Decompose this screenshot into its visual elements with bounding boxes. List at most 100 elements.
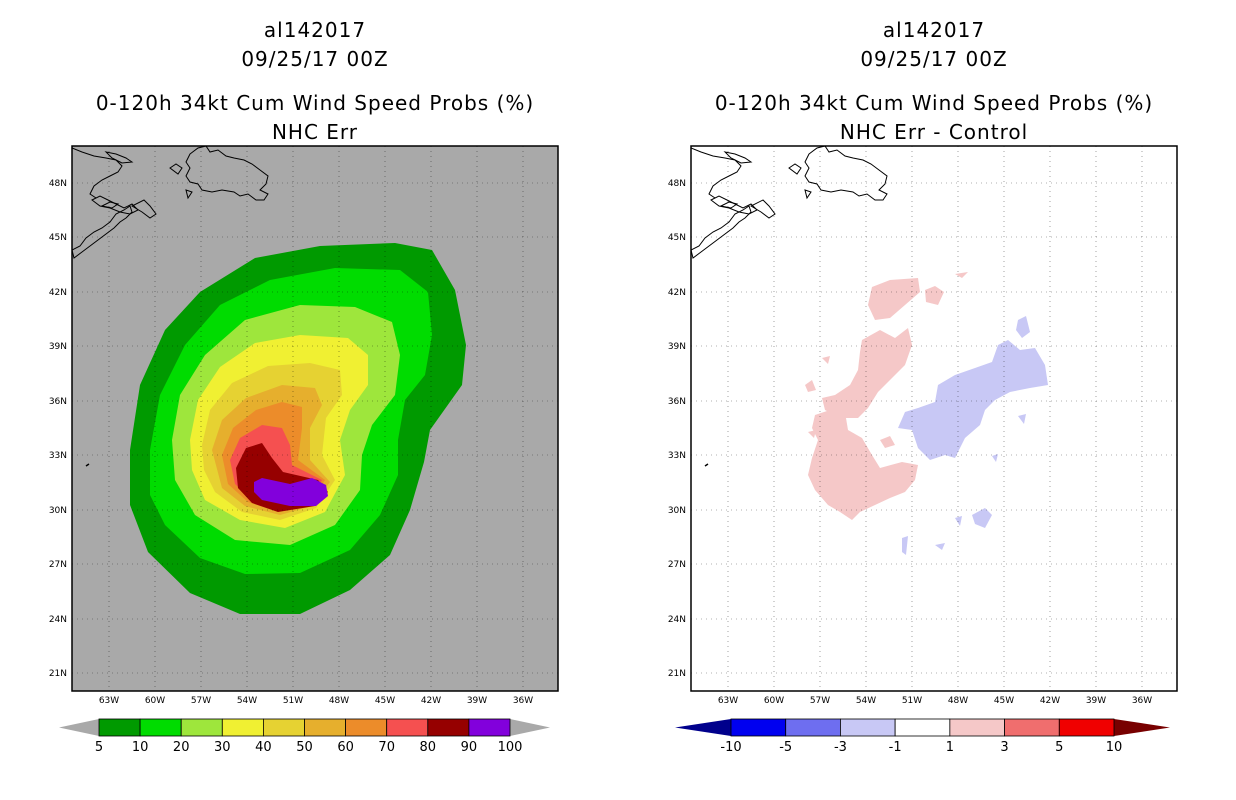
right-colorbar-label: 1 (946, 740, 954, 755)
left-colorbar-label: 5 (95, 740, 103, 755)
lat-label: 30N (49, 506, 67, 516)
lat-label: 42N (668, 288, 686, 298)
left-colorbar-label: 80 (420, 740, 437, 755)
left-colorbar-label: 10 (132, 740, 149, 755)
left-datetime: 09/25/17 00Z (241, 47, 389, 71)
right-colorbar-high-arrow (1114, 719, 1170, 736)
lon-label: 36W (1132, 696, 1152, 706)
right-colorbar-swatch (840, 718, 896, 737)
positive-diff-area (808, 410, 918, 520)
right-colorbar: -10 -5 -3 -1 1 3 5 10 (675, 718, 1170, 755)
lat-label: 24N (49, 615, 67, 625)
negative-diff-area (992, 454, 998, 462)
left-colorbar-label: 20 (173, 740, 190, 755)
right-product-title: 0-120h 34kt Cum Wind Speed Probs (%) (714, 91, 1154, 115)
right-colorbar-label: -10 (720, 740, 741, 755)
positive-diff-area (822, 328, 912, 418)
lon-label: 39W (467, 696, 487, 706)
right-difference-contours (805, 272, 1048, 555)
right-storm-id: al142017 (882, 18, 986, 42)
left-colorbar: 5 10 20 30 40 50 60 70 80 90 100 (59, 718, 550, 755)
lon-label: 42W (421, 696, 441, 706)
lat-label: 48N (668, 179, 686, 189)
right-colorbar-label: 10 (1106, 740, 1123, 755)
lat-label: 45N (668, 233, 686, 243)
lat-label: 21N (668, 669, 686, 679)
left-product-title: 0-120h 34kt Cum Wind Speed Probs (%) (95, 91, 535, 115)
right-colorbar-swatch (785, 718, 841, 737)
right-grid (691, 146, 1177, 691)
lon-label: 63W (99, 696, 119, 706)
negative-diff-area (898, 340, 1048, 460)
lon-label: 48W (948, 696, 968, 706)
right-datetime: 09/25/17 00Z (860, 47, 1008, 71)
left-colorbar-swatch (345, 718, 388, 737)
lat-label: 30N (668, 506, 686, 516)
lon-label: 39W (1086, 696, 1106, 706)
positive-diff-area (805, 380, 816, 392)
lat-label: 33N (668, 451, 686, 461)
right-map-panel (690, 145, 1178, 692)
lat-label: 39N (49, 342, 67, 352)
lat-label: 27N (668, 560, 686, 570)
positive-diff-area (880, 436, 895, 448)
left-map-frame (71, 145, 559, 692)
left-map-panel (71, 145, 559, 692)
left-colorbar-swatch (386, 718, 429, 737)
right-colorbar-label: 3 (1000, 740, 1008, 755)
negative-diff-area (1018, 414, 1026, 424)
left-storm-id: al142017 (263, 18, 367, 42)
lat-label: 33N (49, 451, 67, 461)
left-grid (72, 146, 558, 691)
lat-label: 36N (668, 397, 686, 407)
left-axis-labels: 48N 45N 42N 39N 36N 33N 30N 27N 24N 21N … (49, 179, 533, 706)
prob-band-90 (254, 478, 328, 506)
left-colorbar-label: 60 (337, 740, 354, 755)
lat-label: 39N (668, 342, 686, 352)
right-axis-labels: 48N 45N 42N 39N 36N 33N 30N 27N 24N 21N … (668, 179, 1152, 706)
left-subtitle: NHC Err (271, 120, 359, 144)
right-colorbar-swatch (1058, 718, 1115, 737)
left-colorbar-swatch (304, 718, 346, 737)
lon-label: 60W (764, 696, 784, 706)
positive-diff-area (822, 356, 830, 364)
lat-label: 27N (49, 560, 67, 570)
right-colorbar-label: 5 (1055, 740, 1063, 755)
lat-label: 45N (49, 233, 67, 243)
left-colorbar-low-arrow (59, 719, 99, 736)
right-colorbar-swatch (894, 718, 951, 737)
lon-label: 63W (718, 696, 738, 706)
left-probability-contours (130, 243, 466, 614)
left-colorbar-label: 100 (498, 740, 523, 755)
lon-label: 42W (1040, 696, 1060, 706)
lat-label: 21N (49, 669, 67, 679)
negative-diff-area (972, 508, 992, 528)
left-colorbar-swatch (468, 718, 511, 737)
left-colorbar-label: 90 (461, 740, 478, 755)
right-colorbar-label: -3 (834, 740, 847, 755)
right-colorbar-swatch (730, 718, 787, 737)
lat-label: 48N (49, 179, 67, 189)
left-colorbar-swatch (139, 718, 182, 737)
left-colorbar-high-arrow (510, 719, 550, 736)
lon-label: 36W (513, 696, 533, 706)
lon-label: 51W (283, 696, 303, 706)
lat-label: 36N (49, 397, 67, 407)
left-colorbar-label: 50 (296, 740, 313, 755)
lon-label: 54W (856, 696, 876, 706)
lon-label: 45W (375, 696, 395, 706)
lon-label: 60W (145, 696, 165, 706)
lon-label: 57W (810, 696, 830, 706)
right-colorbar-low-arrow (675, 719, 731, 736)
left-colorbar-swatch (427, 718, 470, 737)
left-colorbar-swatch (262, 718, 305, 737)
left-colorbar-label: 70 (378, 740, 395, 755)
right-colorbar-label: -1 (889, 740, 902, 755)
left-colorbar-label: 40 (255, 740, 272, 755)
lon-label: 51W (902, 696, 922, 706)
lon-label: 45W (994, 696, 1014, 706)
lat-label: 24N (668, 615, 686, 625)
right-colorbar-swatch (949, 718, 1005, 737)
lon-label: 57W (191, 696, 211, 706)
